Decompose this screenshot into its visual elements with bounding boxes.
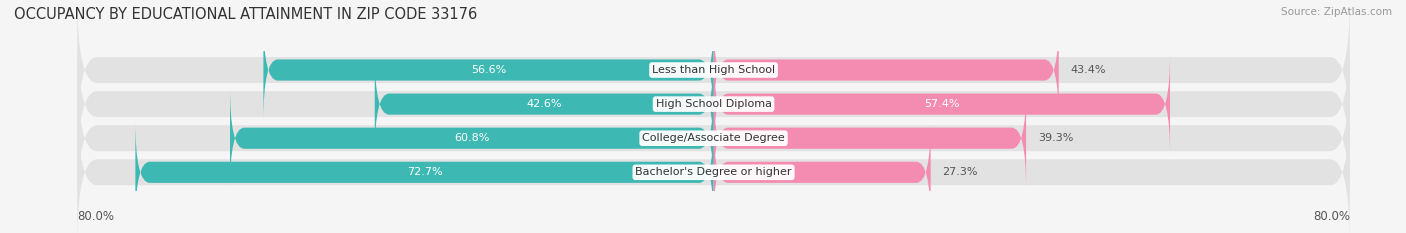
FancyBboxPatch shape: [77, 66, 1350, 210]
FancyBboxPatch shape: [77, 32, 1350, 176]
Text: 80.0%: 80.0%: [1313, 210, 1350, 223]
Text: 72.7%: 72.7%: [406, 167, 443, 177]
Text: 56.6%: 56.6%: [471, 65, 506, 75]
Text: 60.8%: 60.8%: [454, 133, 489, 143]
FancyBboxPatch shape: [231, 87, 714, 189]
FancyBboxPatch shape: [375, 53, 714, 155]
FancyBboxPatch shape: [77, 0, 1350, 142]
FancyBboxPatch shape: [135, 121, 714, 223]
Text: 42.6%: 42.6%: [526, 99, 562, 109]
Text: High School Diploma: High School Diploma: [655, 99, 772, 109]
Text: Bachelor's Degree or higher: Bachelor's Degree or higher: [636, 167, 792, 177]
Text: 39.3%: 39.3%: [1038, 133, 1073, 143]
Text: 27.3%: 27.3%: [942, 167, 979, 177]
Text: 43.4%: 43.4%: [1070, 65, 1107, 75]
Text: College/Associate Degree: College/Associate Degree: [643, 133, 785, 143]
Text: Source: ZipAtlas.com: Source: ZipAtlas.com: [1281, 7, 1392, 17]
FancyBboxPatch shape: [263, 19, 714, 121]
FancyBboxPatch shape: [714, 87, 1026, 189]
Text: 57.4%: 57.4%: [924, 99, 959, 109]
Text: Less than High School: Less than High School: [652, 65, 775, 75]
Text: OCCUPANCY BY EDUCATIONAL ATTAINMENT IN ZIP CODE 33176: OCCUPANCY BY EDUCATIONAL ATTAINMENT IN Z…: [14, 7, 477, 22]
FancyBboxPatch shape: [714, 53, 1170, 155]
FancyBboxPatch shape: [714, 19, 1059, 121]
FancyBboxPatch shape: [77, 100, 1350, 233]
FancyBboxPatch shape: [714, 121, 931, 223]
Text: 80.0%: 80.0%: [77, 210, 114, 223]
